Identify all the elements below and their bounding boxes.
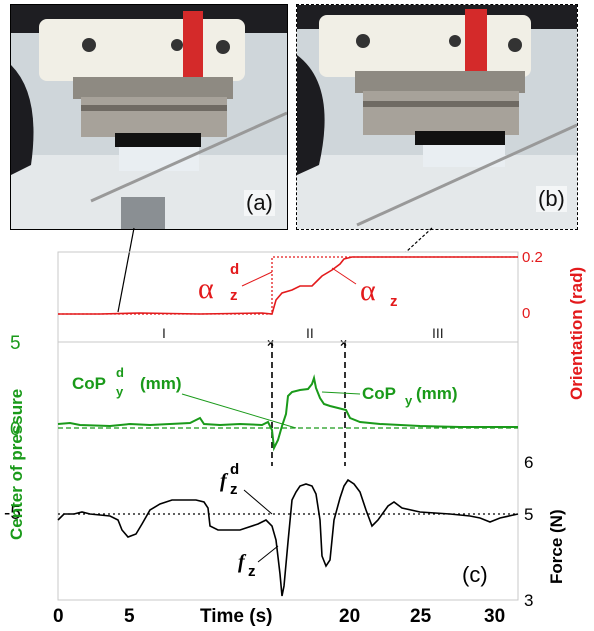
x-tick-30: 30 — [484, 606, 505, 627]
alpha-actual-label: α — [360, 274, 376, 307]
force-actual-sub: z — [248, 563, 256, 580]
panel-a-label: (a) — [244, 190, 275, 216]
orientation-tick-0: 0 — [522, 305, 530, 322]
alpha-actual-line — [58, 256, 518, 315]
force-actual-line — [57, 478, 519, 597]
photo-panel-b — [296, 4, 578, 230]
cop-desired-pointer — [181, 393, 297, 429]
phase-label-I: I — [162, 325, 166, 341]
phase-label-II: II — [306, 325, 314, 341]
x-tick-25: 25 — [410, 606, 432, 627]
phase-label-III: III — [432, 325, 444, 341]
alpha-desired-sub: z — [230, 287, 238, 304]
alpha-actual-pointer — [331, 267, 357, 285]
force-desired-sub: z — [230, 481, 238, 498]
x-tick-20: 20 — [339, 606, 360, 627]
cop-axis-label: Center of pressure — [7, 389, 26, 540]
force-actual-label: f — [238, 551, 247, 573]
panel-c-label: (c) — [462, 562, 488, 587]
cop-desired-sup: d — [116, 365, 124, 380]
panel-b-label: (b) — [536, 186, 567, 212]
cop-actual-label: CoP — [362, 384, 396, 403]
force-axis-label: Force (N) — [547, 509, 566, 584]
orientation-axis-label: Orientation (rad) — [567, 267, 586, 400]
force-actual-pointer — [257, 545, 279, 563]
cop-desired-sub: y — [116, 384, 124, 399]
leader-line-a — [117, 227, 135, 313]
main-frame — [57, 341, 519, 601]
cop-tick-neg5: -5 — [4, 503, 21, 524]
alpha-desired-pointer — [241, 271, 273, 287]
orientation-tick-0.2: 0.2 — [522, 249, 543, 266]
cop-actual-line — [57, 374, 518, 452]
cop-actual-sub: y — [405, 393, 413, 408]
alpha-desired-label: α — [198, 272, 214, 305]
alpha-actual-sub: z — [390, 293, 398, 310]
force-tick-5: 5 — [524, 505, 533, 524]
leader-line-b — [405, 227, 433, 253]
force-tick-3: 3 — [524, 591, 533, 610]
photo-panel-a — [10, 4, 288, 230]
force-desired-sup: d — [230, 461, 239, 478]
x-tick-0: 0 — [53, 606, 64, 627]
alpha-desired-sup: d — [230, 261, 239, 278]
force-desired-pointer — [243, 489, 273, 515]
force-desired-label: f — [220, 470, 229, 492]
x-tick-5: 5 — [124, 606, 135, 627]
cop-tick-5: 5 — [10, 333, 21, 354]
phase-marker-2: × — [340, 336, 347, 350]
cop-tick-0: 0 — [10, 419, 21, 440]
cop-actual-pointer — [321, 391, 361, 395]
x-axis-label: Time (s) — [200, 606, 273, 627]
force-tick-6: 6 — [524, 453, 533, 472]
cop-actual-unit: (mm) — [416, 384, 458, 403]
cop-desired-unit: (mm) — [140, 374, 182, 393]
gripper-photo-a — [11, 5, 287, 229]
phase-marker-1: × — [267, 336, 274, 350]
cop-desired-label: CoP — [72, 374, 106, 393]
gripper-photo-b — [297, 5, 577, 229]
